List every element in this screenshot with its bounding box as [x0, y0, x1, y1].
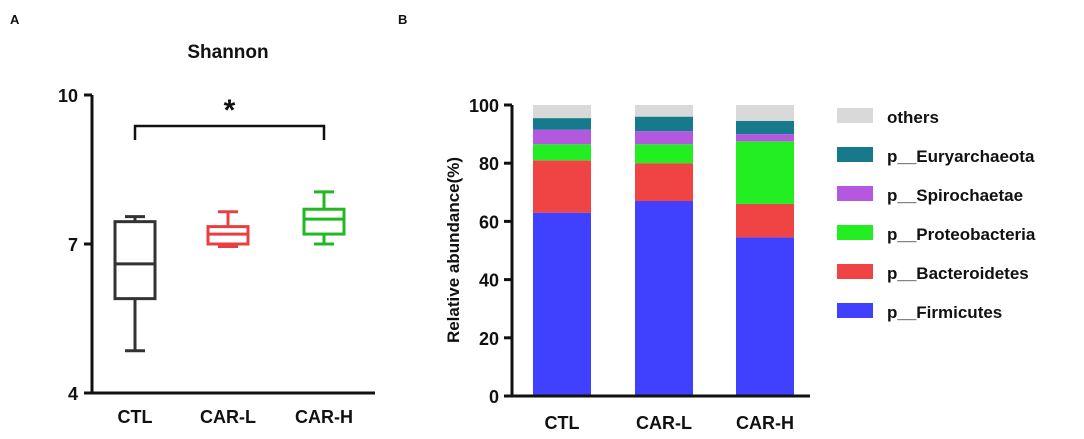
bar-segment-p-euryarchaeota [533, 118, 591, 130]
box-plot-category-label: CAR-H [295, 407, 353, 427]
legend-swatch [837, 147, 873, 162]
legend-item: p__Euryarchaeota [837, 147, 1035, 166]
box-plot-y-tick-label: 10 [58, 86, 78, 106]
bar-segment-p-firmicutes [533, 212, 591, 396]
bar-segment-others [635, 105, 693, 117]
legend-item: others [837, 108, 939, 127]
legend-item: p__Firmicutes [837, 303, 1002, 322]
significance-bracket [133, 124, 326, 140]
stacked-bar-category-label: CAR-H [736, 413, 794, 433]
bar-segment-p-euryarchaeota [736, 121, 794, 135]
legend-item: p__Spirochaetae [837, 186, 1023, 205]
box-plot-category-label: CTL [118, 407, 153, 427]
bar-segment-p-bacteroidetes [635, 163, 693, 202]
box-iqr [113, 220, 157, 301]
stacked-bar-y-tick-label: 20 [479, 329, 499, 349]
panel-label-a: A [10, 12, 20, 27]
stacked-bar-category-label: CTL [545, 413, 580, 433]
stacked-bar-y-tick-label: 40 [479, 271, 499, 291]
legend-label: p__Proteobacteria [887, 225, 1036, 244]
bar-segment-others [533, 105, 591, 119]
box-iqr [302, 207, 346, 236]
bar-segment-others [736, 105, 794, 122]
legend-label: p__Spirochaetae [887, 186, 1023, 205]
bar-segment-p-euryarchaeota [635, 116, 693, 132]
bar-segment-p-bacteroidetes [533, 160, 591, 213]
legend-swatch [837, 186, 873, 201]
box-plot-y-tick-label: 4 [68, 384, 78, 404]
bar-segment-p-spirochaetae [533, 129, 591, 145]
bar-segment-p-proteobacteria [635, 144, 693, 164]
legend-swatch [837, 303, 873, 318]
stacked-bar-y-tick-label: 80 [479, 154, 499, 174]
legend-swatch [837, 225, 873, 240]
legend-label: p__Bacteroidetes [887, 264, 1029, 283]
bar-segment-p-bacteroidetes [736, 203, 794, 238]
box-car-h [302, 190, 346, 246]
stacked-bar-panel: Relative abundance(%) 0 20 40 60 80 100 CTL CA… [444, 96, 1036, 433]
stacked-bar-y-tick-label: 0 [489, 387, 499, 407]
panel-label-b: B [398, 12, 407, 27]
box-car-l [206, 210, 250, 248]
bar-segment-p-spirochaetae [736, 134, 794, 142]
box-plot-category-label: CAR-L [200, 407, 256, 427]
stacked-bar-category-label: CAR-L [636, 413, 692, 433]
legend-swatch [837, 264, 873, 279]
box-plot-title: Shannon [187, 42, 268, 63]
stacked-bar-y-tick-label: 100 [469, 96, 499, 116]
box-ctl [113, 215, 157, 353]
bar-segment-p-spirochaetae [635, 131, 693, 145]
bar-segment-p-firmicutes [736, 237, 794, 396]
stacked-bar-y-axis-label: Relative abundance(%) [444, 157, 463, 343]
legend-label: others [887, 108, 939, 127]
bar-segment-p-proteobacteria [736, 141, 794, 204]
legend-label: p__Firmicutes [887, 303, 1002, 322]
box-plot-panel: Shannon 4 7 10 CTL CAR-L CAR-H * [58, 42, 375, 427]
bar-segment-p-firmicutes [635, 201, 693, 396]
legend-item: p__Bacteroidetes [837, 264, 1029, 283]
stacked-bar-ctl [533, 105, 591, 396]
box-plot-y-tick-label: 7 [68, 235, 78, 255]
stacked-bar-y-tick-label: 60 [479, 212, 499, 232]
stacked-bar-car-l [635, 105, 693, 396]
significance-marker: * [224, 94, 236, 127]
legend-item: p__Proteobacteria [837, 225, 1036, 244]
stacked-bar-car-h [736, 105, 794, 396]
legend-label: p__Euryarchaeota [887, 147, 1035, 166]
bar-segment-p-proteobacteria [533, 144, 591, 161]
legend-swatch [837, 108, 873, 123]
